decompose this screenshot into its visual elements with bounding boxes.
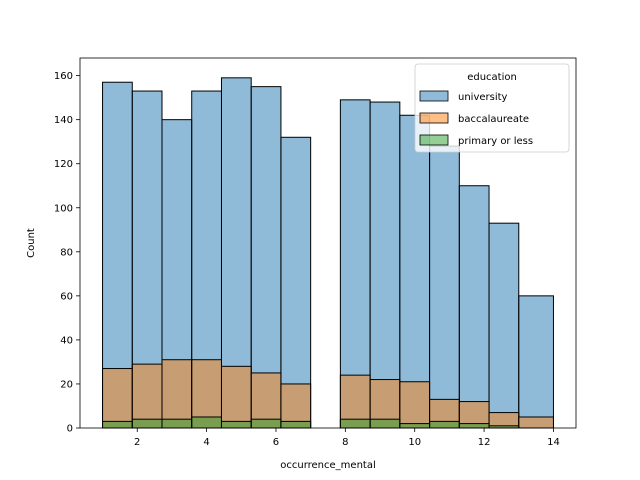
bar-baccalaureate-14 (518, 416, 554, 429)
legend-swatch-university (419, 90, 449, 102)
y-tick-label: 0 (67, 424, 73, 435)
x-tick-label: 4 (203, 437, 209, 448)
y-tick-label: 20 (60, 379, 73, 390)
y-tick-label: 120 (54, 159, 73, 170)
bar-baccalaureate-10 (399, 381, 431, 429)
bar-primary-or-less-5 (250, 418, 282, 429)
bar-primary-or-less-9 (369, 418, 401, 429)
bar-university-5 (250, 86, 282, 429)
x-axis-label: occurrence_mental (280, 460, 375, 471)
bar-primary-or-less-0 (102, 420, 133, 429)
legend: education university baccalaureate prima… (414, 63, 570, 153)
y-tick-label: 40 (60, 335, 73, 346)
plot-frame (79, 57, 577, 429)
bar-primary-or-less-8 (339, 418, 371, 429)
bar-university-11 (429, 145, 460, 429)
x-tick-label: 6 (273, 437, 279, 448)
bar-university-12 (458, 185, 490, 429)
bar-baccalaureate-1 (131, 363, 163, 429)
x-tick-label: 8 (342, 437, 348, 448)
bar-baccalaureate-6 (280, 383, 312, 429)
y-axis-ticks: 0 20 40 60 80 100 120 140 160 (54, 71, 80, 435)
bar-primary-or-less-6 (280, 420, 312, 429)
legend-label-primary-or-less: primary or less (458, 136, 533, 147)
bar-baccalaureate-2 (161, 359, 193, 429)
y-tick-label: 140 (54, 115, 73, 126)
y-tick-label: 100 (54, 203, 73, 214)
bar-university-10 (399, 114, 431, 429)
x-tick-label: 2 (134, 437, 140, 448)
y-tick-label: 80 (60, 247, 73, 258)
x-tick-label: 10 (408, 437, 421, 448)
bar-primary-or-less-2 (161, 418, 193, 429)
legend-label-university: university (458, 92, 508, 103)
bar-university-8 (339, 99, 371, 429)
x-axis-ticks: 2 4 6 8 10 12 14 (134, 428, 560, 448)
y-tick-label: 60 (60, 291, 73, 302)
bar-baccalaureate-0 (102, 368, 133, 429)
legend-box (414, 63, 570, 153)
legend-swatch-baccalaureate (419, 112, 449, 124)
legend-swatch-primary-or-less (419, 134, 449, 146)
legend-label-baccalaureate: baccalaureate (458, 114, 529, 125)
legend-title: education (467, 72, 517, 83)
bar-university-14 (518, 295, 554, 429)
bar-primary-or-less-3 (191, 416, 222, 429)
bar-primary-or-less-11 (429, 420, 460, 429)
bar-primary-or-less-12 (458, 423, 490, 429)
x-tick-label: 14 (547, 437, 560, 448)
bar-primary-or-less-4 (220, 420, 252, 429)
bar-primary-or-less-1 (131, 418, 163, 429)
bar-primary-or-less-10 (399, 423, 431, 429)
bar-baccalaureate-4 (220, 365, 252, 429)
x-tick-label: 12 (478, 437, 491, 448)
bar-university-13 (488, 222, 520, 429)
y-tick-label: 160 (54, 71, 73, 82)
y-axis-label: Count (26, 228, 37, 258)
bars-layer (102, 77, 554, 429)
